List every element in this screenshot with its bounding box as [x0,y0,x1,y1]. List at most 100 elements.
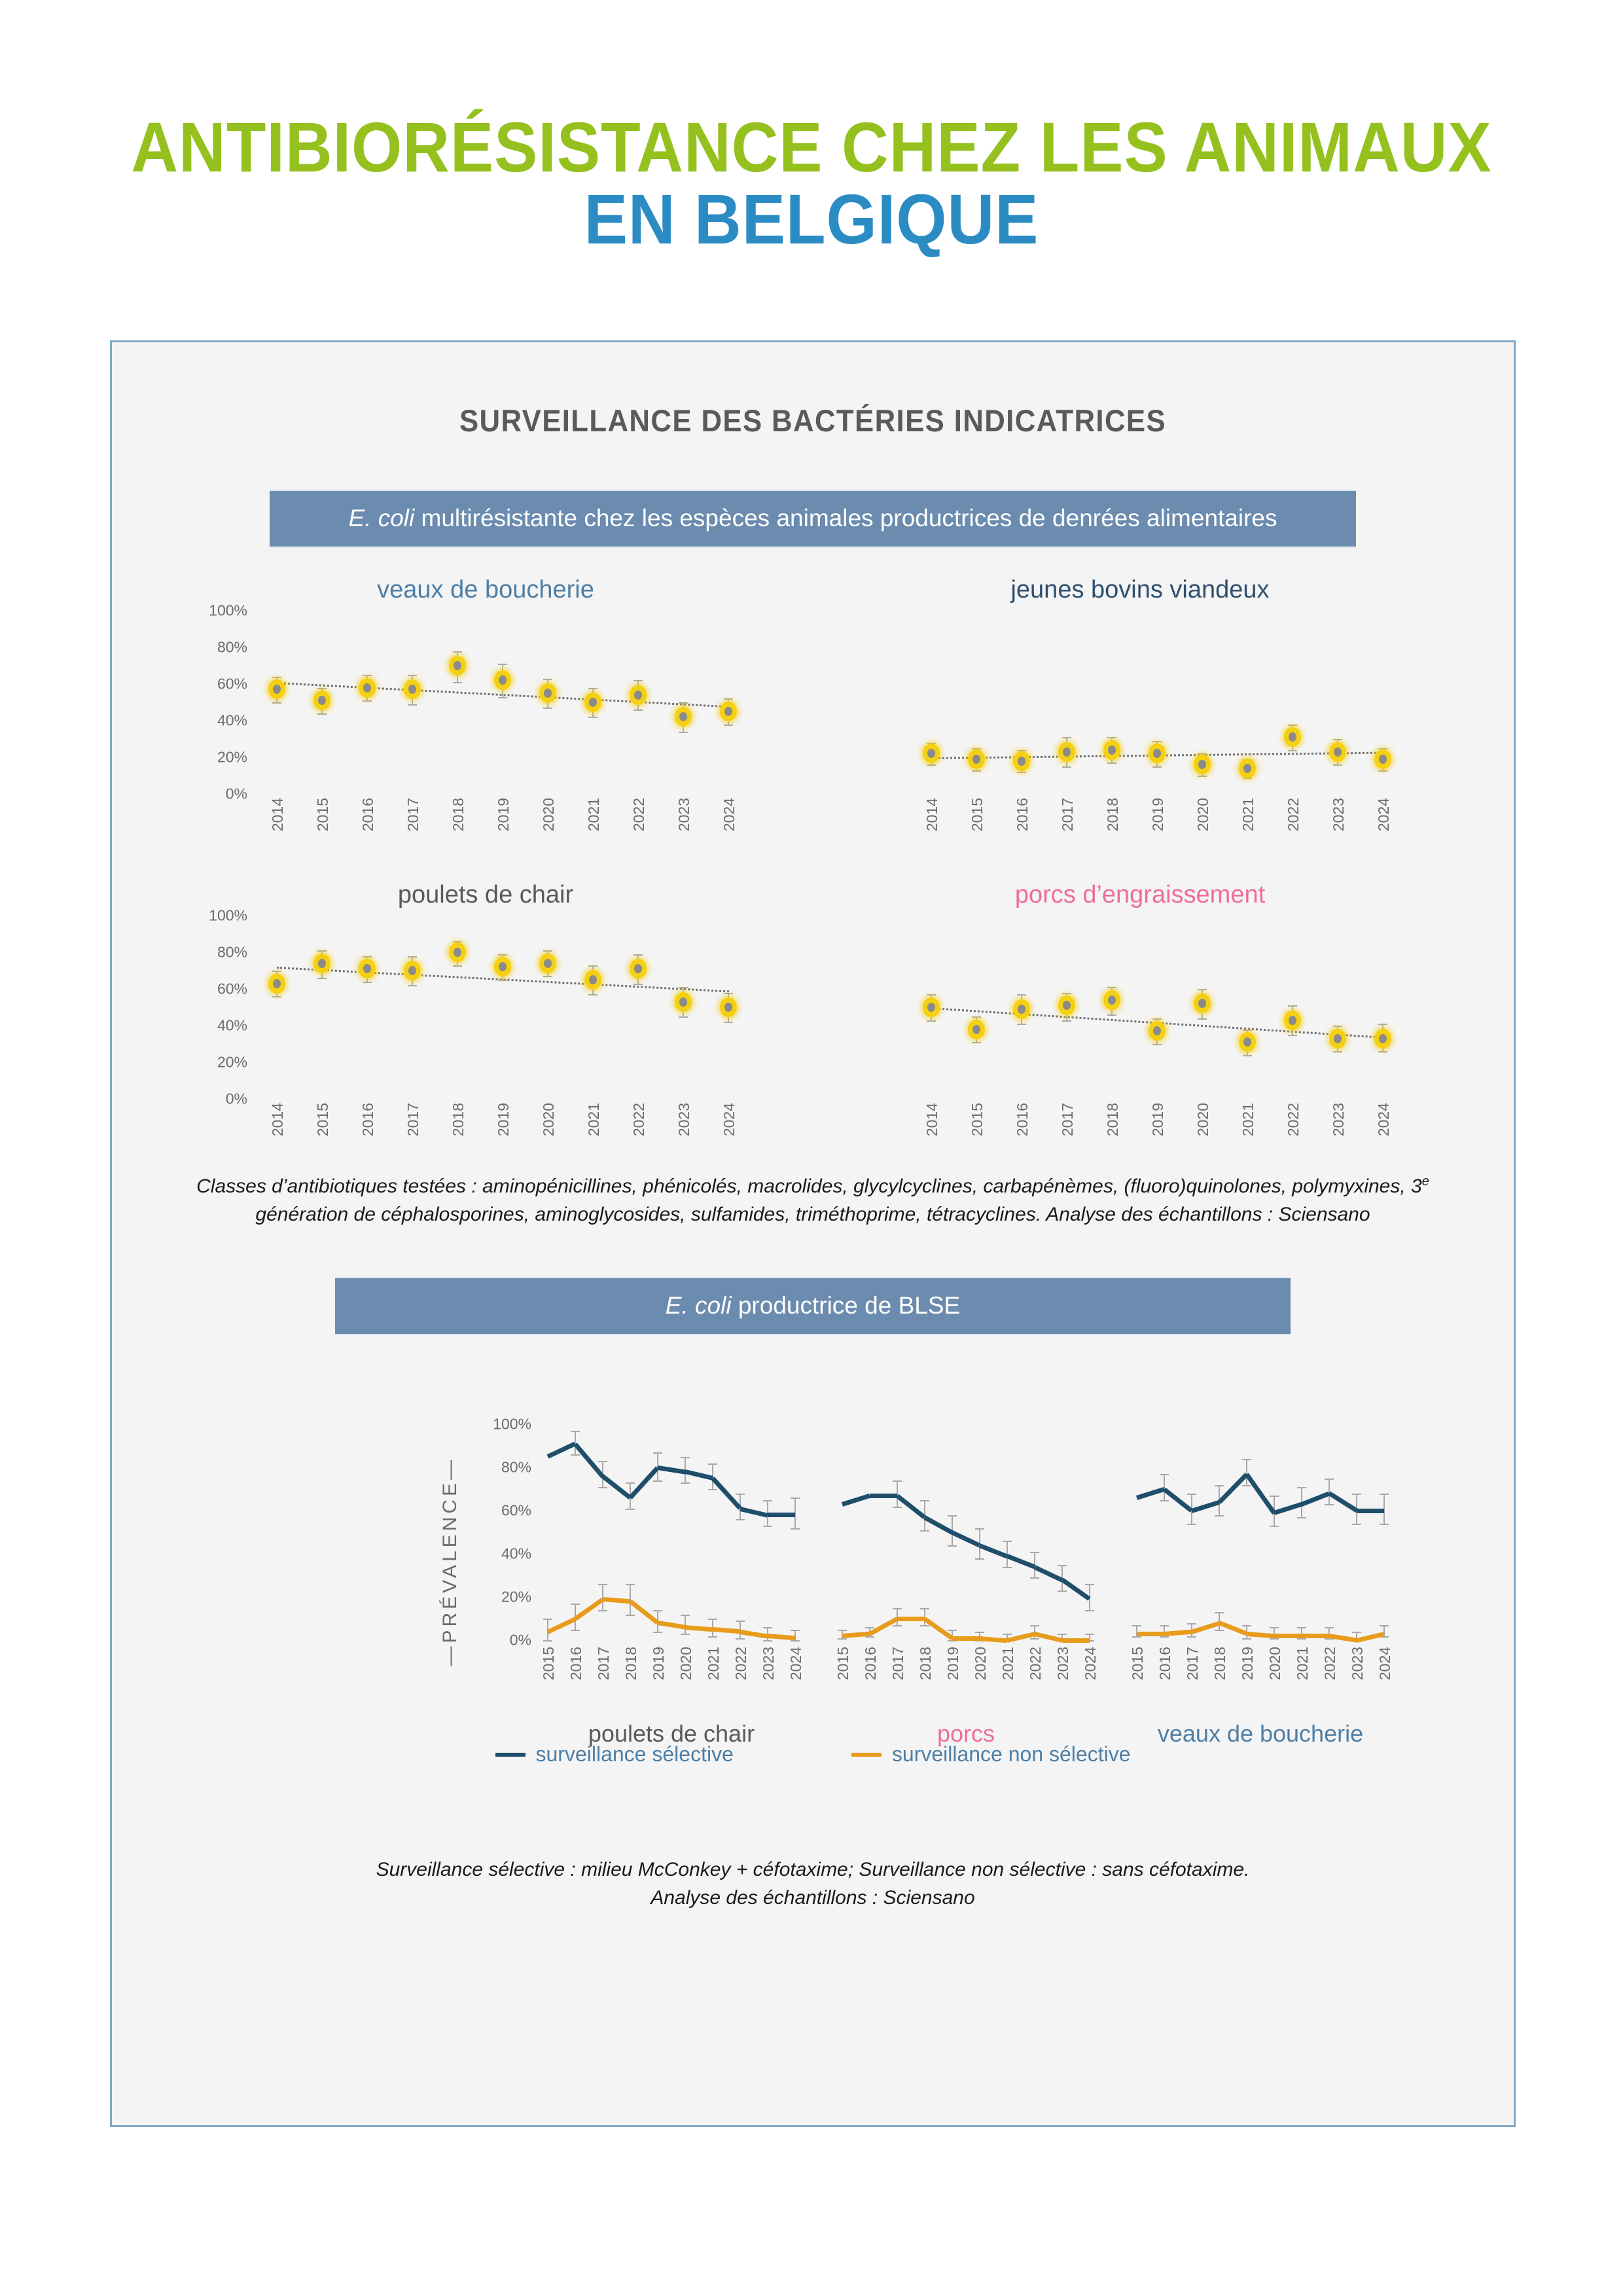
line-segment [1218,1621,1248,1636]
error-bar-cap [362,675,372,676]
error-bar-cap [1198,776,1207,777]
x-tick-label: 2017 [1058,1103,1076,1137]
x-tick-label: 2019 [944,1647,961,1681]
data-point [268,973,285,994]
error-bar-cap [362,981,372,983]
line-segment [842,1631,870,1639]
error-bar-cap [1297,1627,1306,1629]
species-label: porcs [936,1720,995,1748]
error-bar-cap [1215,1515,1224,1516]
error-bar-cap [708,1619,717,1621]
x-tick-label: 2019 [1239,1647,1256,1681]
error-bar-cap [1107,987,1116,989]
x-tick-label: 2015 [1129,1647,1146,1681]
error-bar [657,1452,658,1480]
y-tick-label: 0% [509,1631,531,1649]
error-bar-cap [926,764,936,766]
error-bar-cap [1085,1640,1094,1642]
error-bar-cap [317,950,327,952]
data-point [1239,1032,1257,1052]
plot-area: 2014 2015 2016 2017 2018 2019 2020 2021 2022 2023… [846,611,1435,831]
error-bar [1034,1551,1035,1578]
x-tick-label: 2015 [540,1647,557,1681]
data-point [358,677,376,698]
error-bar-cap [1016,749,1026,751]
x-tick-label: 2016 [359,798,376,832]
x-tick-label: 2021 [705,1647,722,1681]
line-segment [923,1515,954,1535]
error-bar-cap [791,1498,800,1499]
data-point [720,997,738,1017]
error-bar-cap [653,1480,662,1482]
x-tick-label: 2014 [923,798,940,832]
data-point [1374,1028,1392,1049]
error-bar-cap [1030,1577,1039,1579]
error-bar-cap [893,1506,902,1508]
error-bar-cap [1378,748,1388,749]
error-bar-cap [1061,737,1071,739]
error-bar-cap [948,1640,957,1642]
error-bar [952,1515,953,1545]
plot-canvas [829,1424,1103,1643]
error-bar [1329,1627,1330,1638]
error-bar-cap [679,1016,688,1018]
error-bar-cap [1325,1638,1334,1640]
error-bar [1061,1634,1063,1641]
line-segment [740,1629,768,1639]
data-point [1194,994,1211,1014]
indicator-charts-row-2: poulets de chair 0% 20% 40% 60% 80% 100% 2014… [191,878,1435,1136]
error-bar-cap [1198,989,1207,990]
error-bar-cap [1380,1636,1389,1638]
error-bar-cap [1003,1640,1012,1642]
error-bar-cap [1270,1627,1279,1629]
error-bar-cap [1085,1584,1094,1586]
blse-charts-area: —PRÉVALENCE— 0% 20% 40% 60% 80% 100% 2015 2016… [112,1376,1514,1834]
error-bar-cap [1242,1458,1251,1460]
error-bar-cap [920,1607,929,1609]
error-bar-cap [1160,1625,1169,1627]
error-bar-cap [791,1528,800,1530]
error-bar-cap [763,1526,772,1528]
x-tick-label: 2024 [787,1647,804,1681]
x-axis: 2015 2016 2017 2018 2019 2020 2021 2022 2023 2024 [534,1647,809,1719]
error-bar-cap [588,717,598,719]
x-tick-label: 2018 [1103,1103,1121,1137]
error-bar [657,1609,658,1632]
chart-poulets-de-chair: poulets de chair 0% 20% 40% 60% 80% 100% 2014… [191,878,780,1136]
error-bar-cap [1085,1634,1094,1636]
y-tick-label: 80% [217,943,247,961]
error-bar-cap [926,742,936,744]
error-bar-cap [1333,1026,1343,1027]
error-bar-cap [1380,1493,1389,1495]
blse-y-axis: 0% 20% 40% 60% 80% 100% [469,1416,531,1649]
data-point [539,683,557,703]
chart-veaux-de-boucherie: veaux de boucherie 0% 20% 40% 60% 80% 100% 20… [191,573,780,831]
error-bar-cap [407,704,417,706]
y-tick-label: 60% [217,675,247,692]
error-bar-cap [626,1614,635,1616]
error-bar-cap [1243,1054,1253,1056]
error-bar-cap [1187,1623,1196,1624]
error-bar-cap [1242,1638,1251,1640]
data-point [922,997,940,1017]
species-label: veaux de boucherie [1157,1720,1364,1748]
chart-title: poulets de chair [397,881,574,908]
line-segment [923,1617,954,1640]
error-bar-cap [1297,1517,1306,1519]
indicator-charts-grid: veaux de boucherie 0% 20% 40% 60% 80% 100% 20… [191,573,1435,1136]
x-axis: 2014 2015 2016 2017 2018 2019 2020 2021 2022 2023… [908,798,1406,876]
error-bar-cap [736,1621,745,1623]
error-bar-cap [1152,766,1162,768]
x-tick-label: 2022 [1027,1647,1044,1681]
data-point [1194,755,1211,775]
legend-item-non-selective: surveillance non sélective [851,1742,1131,1767]
error-bar-cap [362,956,372,958]
error-bar-cap [1352,1493,1361,1495]
x-tick-label: 2017 [1184,1647,1201,1681]
line-segment [628,1600,660,1625]
x-tick-label: 2021 [585,1103,603,1137]
x-tick-label: 2022 [630,1103,648,1137]
x-tick-label: 2019 [1149,798,1166,832]
error-bar-cap [598,1486,607,1488]
legend-swatch-selective [495,1752,526,1757]
